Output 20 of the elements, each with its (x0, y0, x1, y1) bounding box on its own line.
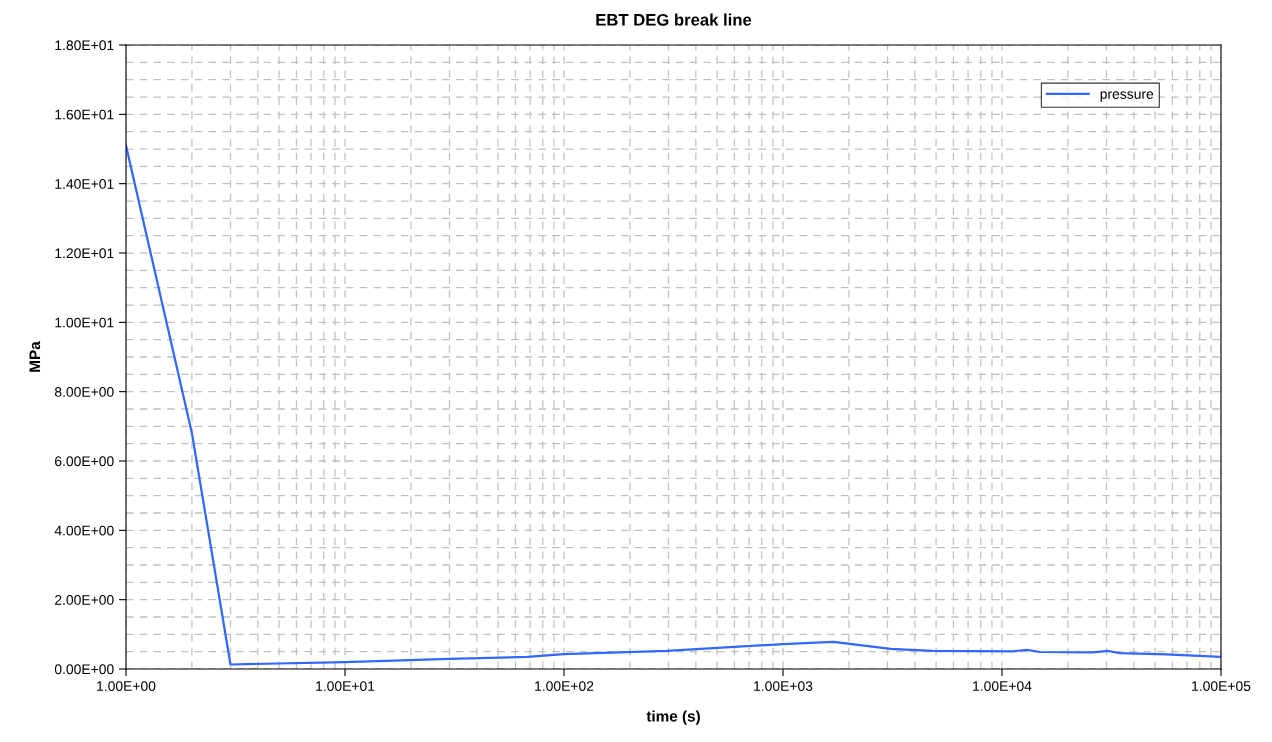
y-tick-label: 2.00E+00 (55, 595, 114, 605)
x-tick-label: 1.00E+00 (97, 681, 156, 692)
x-tick-label: 1.00E+05 (1192, 681, 1251, 692)
y-tick-label: 0.00E+00 (54, 664, 114, 675)
y-tick-label: 6.00E+00 (55, 456, 114, 467)
y-tick-label: 1.20E+01 (55, 248, 114, 259)
legend-label: pressure (1100, 91, 1154, 102)
y-tick-label: 1.80E+01 (55, 40, 114, 51)
x-axis-title: time (s) (646, 710, 700, 725)
y-tick-label: 8.00E+00 (54, 387, 114, 397)
x-tick-label: 1.00E+01 (316, 681, 375, 692)
y-axis-title: MPa (29, 341, 41, 372)
chart-title: EBT DEG break line (596, 13, 752, 26)
x-tick-label: 1.00E+02 (535, 681, 594, 692)
y-tick-label: 1.00E+01 (55, 317, 114, 328)
y-tick-label: 4.00E+00 (54, 525, 114, 536)
x-tick-label: 1.00E+03 (754, 681, 813, 692)
y-tick-label: 1.40E+01 (55, 179, 114, 189)
y-tick-label: 1.60E+01 (55, 109, 114, 120)
x-tick-label: 1.00E+04 (973, 681, 1032, 692)
